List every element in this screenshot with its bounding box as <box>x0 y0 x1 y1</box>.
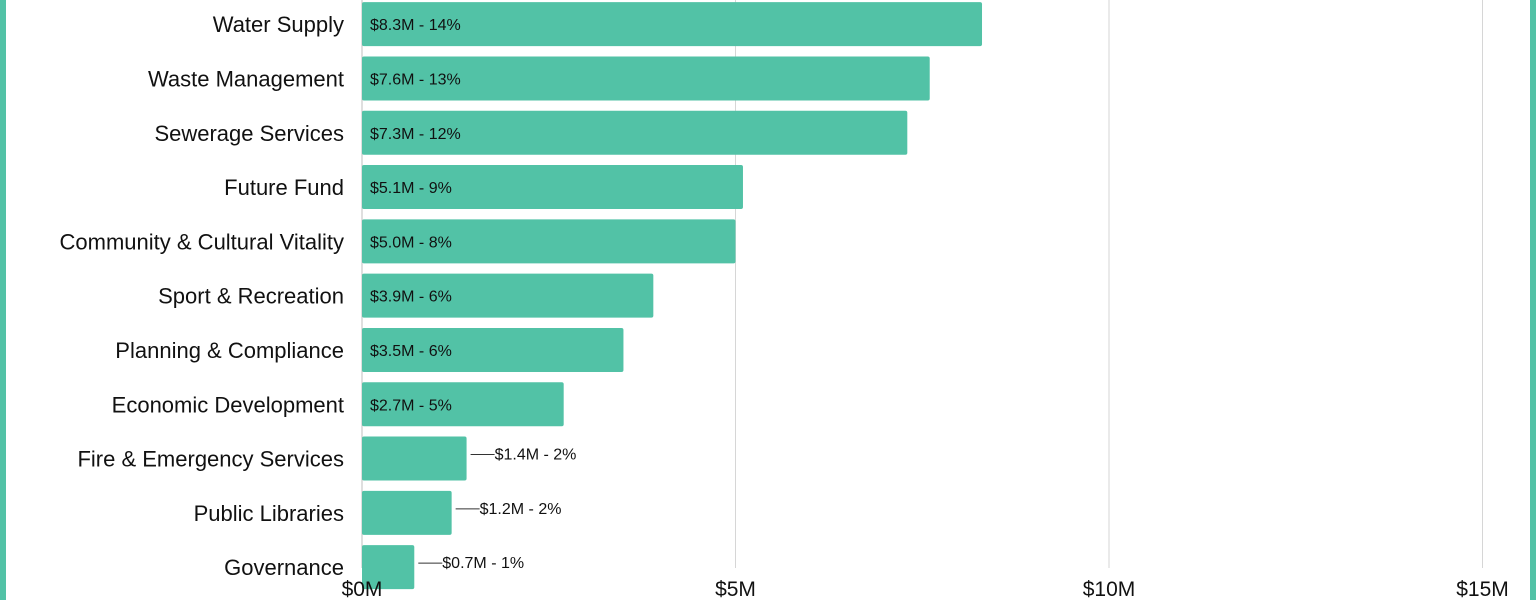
bar-1 <box>362 2 983 47</box>
bar-6 <box>362 273 654 318</box>
bar-8 <box>362 382 564 427</box>
bar-9 <box>362 436 467 481</box>
bar-chart: Water Supply Waste Management Sewerage Ser… <box>60 0 1509 600</box>
category-label-9: Fire & Emergency Services <box>77 447 344 472</box>
category-label-7: Planning & Compliance <box>115 338 344 363</box>
bar-2 <box>362 56 930 101</box>
data-label-2: $7.6M - 13% <box>370 71 461 88</box>
bar-5 <box>362 219 736 264</box>
category-labels: Water Supply Waste Management Sewerage Ser… <box>60 12 344 580</box>
category-label-2: Waste Management <box>148 66 344 91</box>
category-label-3: Sewerage Services <box>154 121 344 146</box>
data-labels: $8.3M - 14% $7.6M - 13% $7.3M - 12% $5.1M -… <box>370 17 576 572</box>
data-label-10: $1.2M - 2% <box>480 501 562 518</box>
data-label-6: $3.9M - 6% <box>370 289 452 306</box>
category-label-5: Community & Cultural Vitality <box>60 229 344 254</box>
data-label-7: $3.5M - 6% <box>370 343 452 360</box>
category-label-1: Water Supply <box>213 12 344 37</box>
data-label-1: $8.3M - 14% <box>370 17 461 34</box>
category-label-10: Public Libraries <box>194 501 344 526</box>
category-label-4: Future Fund <box>224 175 344 200</box>
category-label-6: Sport & Recreation <box>158 284 344 309</box>
x-tick-label-0: $0M <box>342 578 383 600</box>
data-label-3: $7.3M - 12% <box>370 126 461 143</box>
bar-11 <box>362 545 415 590</box>
bar-4 <box>362 165 743 210</box>
x-tick-label-1: $5M <box>715 578 756 600</box>
bar-3 <box>362 110 908 155</box>
x-axis-ticks: $0M $5M $10M $15M <box>342 578 1509 600</box>
data-label-5: $5.0M - 8% <box>370 234 452 251</box>
x-tick-label-2: $10M <box>1083 578 1136 600</box>
bar-7 <box>362 327 624 372</box>
data-label-9: $1.4M - 2% <box>495 447 577 464</box>
data-label-4: $5.1M - 9% <box>370 180 452 197</box>
bar-10 <box>362 490 452 535</box>
category-label-8: Economic Development <box>112 392 344 417</box>
bars <box>362 2 983 590</box>
data-label-11: $0.7M - 1% <box>442 555 524 572</box>
category-label-11: Governance <box>224 555 344 580</box>
data-label-8: $2.7M - 5% <box>370 397 452 414</box>
x-tick-label-3: $15M <box>1456 578 1509 600</box>
